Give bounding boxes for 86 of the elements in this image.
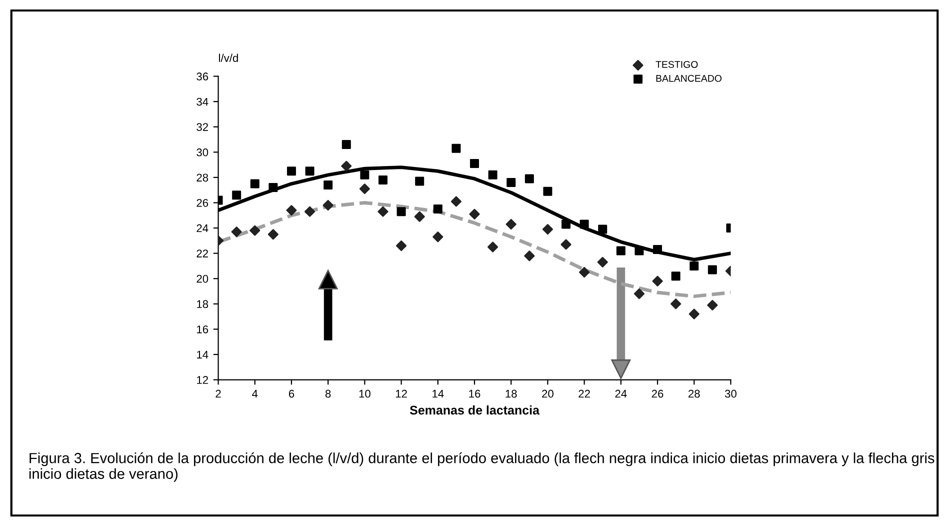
point <box>653 245 662 254</box>
point <box>342 140 351 150</box>
point <box>524 174 534 184</box>
x-tick-label: 30 <box>724 390 736 398</box>
point <box>488 242 498 252</box>
point <box>433 204 442 214</box>
point <box>378 175 388 184</box>
point <box>562 220 571 229</box>
point <box>250 225 260 236</box>
point <box>580 220 589 229</box>
y-tick-label: 26 <box>196 198 208 207</box>
point <box>634 246 644 256</box>
point <box>324 180 333 190</box>
point <box>488 170 498 180</box>
point <box>359 184 370 194</box>
x-tick-label: 24 <box>615 390 627 398</box>
point <box>543 186 552 196</box>
point <box>305 166 314 176</box>
point <box>415 176 424 186</box>
y-tick-label: 36 <box>196 72 208 80</box>
point <box>232 190 242 200</box>
x-tick-label: 10 <box>359 390 370 398</box>
point <box>634 288 645 300</box>
x-tick-label: 4 <box>252 390 258 398</box>
point <box>470 159 479 168</box>
point <box>506 218 516 230</box>
point <box>286 205 297 216</box>
x-tick-label: 22 <box>578 390 590 398</box>
x-tick-label: 2 <box>216 390 221 398</box>
point <box>524 250 535 262</box>
point <box>598 224 608 234</box>
y-tick-label: 18 <box>197 300 208 308</box>
point <box>378 206 388 217</box>
legend-label: BALANCEADO <box>656 74 722 82</box>
y-axis-title: l/v/d <box>219 54 238 62</box>
point <box>286 166 296 176</box>
point <box>652 276 663 286</box>
x-tick-label: 18 <box>506 390 517 398</box>
y-tick-label: 14 <box>197 350 208 359</box>
point <box>707 300 718 310</box>
y-tick-label: 20 <box>196 274 208 283</box>
y-tick-label: 22 <box>196 250 208 258</box>
y-tick-label: 32 <box>196 123 208 131</box>
y-tick-label: 28 <box>196 174 208 182</box>
point <box>616 246 626 256</box>
point <box>268 229 278 240</box>
point <box>469 208 480 220</box>
point <box>396 240 407 252</box>
y-tick-label: 34 <box>196 98 208 106</box>
x-tick-label: 20 <box>542 390 554 398</box>
point <box>304 206 316 217</box>
point <box>360 170 370 180</box>
point <box>579 266 590 278</box>
x-tick-label: 14 <box>432 390 444 398</box>
point <box>560 239 572 250</box>
point <box>341 160 352 172</box>
point <box>542 224 554 235</box>
point <box>708 265 717 274</box>
point <box>432 232 444 242</box>
x-tick-label: 8 <box>325 390 331 398</box>
point <box>396 207 406 216</box>
x-axis-title: Semanas de lactancia <box>410 405 540 415</box>
x-tick-label: 26 <box>652 390 664 398</box>
point <box>268 183 278 192</box>
x-tick-label: 16 <box>469 390 480 398</box>
point <box>690 261 699 270</box>
y-tick-label: 30 <box>196 148 208 156</box>
point <box>452 144 461 153</box>
x-tick-label: 28 <box>688 390 700 398</box>
y-tick-label: 12 <box>197 376 208 384</box>
point <box>322 200 334 211</box>
text: Figura 3. Evolución de la producción de leche (l/v/d) durante el período evaluado (la flech negra indica inicio dietas primavera y la flecha gris inicio dietas de verano) <box>29 452 934 482</box>
point <box>231 226 242 238</box>
point <box>506 178 516 187</box>
x-tick-label: 6 <box>288 390 294 398</box>
point <box>670 298 682 310</box>
point <box>250 179 260 188</box>
x-tick-label: 12 <box>396 390 407 398</box>
point <box>414 211 425 222</box>
y-tick-label: 24 <box>196 224 208 232</box>
point <box>688 308 700 320</box>
y-tick-label: 16 <box>197 325 208 334</box>
point <box>450 196 462 207</box>
point <box>671 272 680 281</box>
point <box>597 256 608 268</box>
legend-label: TESTIGO <box>656 60 698 68</box>
